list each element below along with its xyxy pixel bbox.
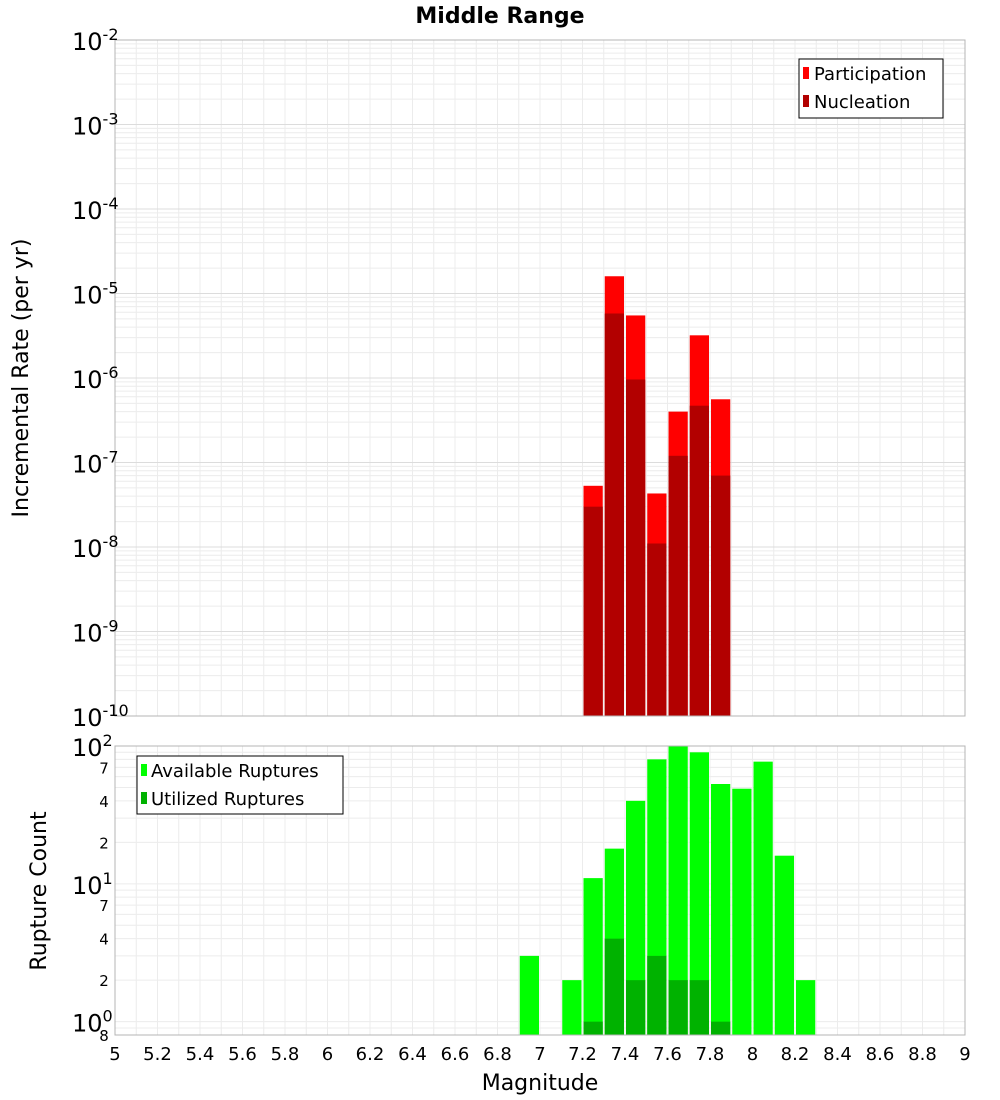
magnitude-x-tick-label: 6.6: [441, 1044, 470, 1065]
magnitude-x-tick-labels: 5 5.2 5.4 5.6 5.8 6 6.2 6.4 6.6 6.8 7 7.2 7.4 7.6 7.8 8…: [109, 1044, 970, 1065]
count-legend: Available Ruptures Utilized Ruptures: [136, 755, 344, 815]
utilized-ruptures-bar: [626, 980, 646, 1035]
rate-y-tick-label: 10-3: [72, 110, 119, 141]
available-ruptures-legend-label: Available Ruptures: [151, 761, 319, 782]
magnitude-x-tick-label: 7.8: [696, 1044, 725, 1065]
magnitude-x-tick-label: 7: [534, 1044, 545, 1065]
count-y-minor-tick-label: 7: [99, 759, 109, 777]
magnitude-x-tick-label: 5: [109, 1044, 120, 1065]
rate-y-tick-label: 10-9: [72, 617, 119, 648]
rate-y-tick-label: 10-5: [72, 279, 119, 310]
available-ruptures-bar: [583, 878, 603, 1035]
rate-y-tick-label: 10-2: [72, 25, 119, 56]
rate-y-tick-label: 10-7: [72, 448, 119, 479]
magnitude-x-tick-label: 9: [959, 1044, 970, 1065]
utilized-ruptures-bar: [711, 1021, 731, 1035]
available-ruptures-bar: [562, 980, 582, 1035]
available-ruptures-bar: [711, 784, 731, 1035]
available-ruptures-bar: [774, 855, 794, 1035]
utilized-ruptures-bar: [689, 980, 709, 1035]
rate-legend: Participation Nucleation: [798, 58, 944, 119]
utilized-ruptures-legend-swatch: [141, 792, 147, 804]
utilized-ruptures-legend-label: Utilized Ruptures: [151, 789, 304, 810]
utilized-ruptures-bars: [583, 938, 731, 1035]
magnitude-x-tick-label: 7.4: [611, 1044, 640, 1065]
available-ruptures-bar: [626, 800, 646, 1035]
count-y-minor-tick-label: 7: [99, 897, 109, 915]
available-ruptures-bar: [796, 980, 816, 1035]
magnitude-x-tick-label: 8: [747, 1044, 758, 1065]
nucleation-bars: [583, 313, 731, 716]
utilized-ruptures-bar: [583, 1021, 603, 1035]
chart-title: Middle Range: [415, 4, 584, 29]
magnitude-x-tick-label: 5.4: [186, 1044, 215, 1065]
available-ruptures-legend-swatch: [141, 764, 147, 776]
nucleation-bar: [583, 506, 603, 716]
magnitude-x-tick-label: 7.6: [653, 1044, 682, 1065]
count-y-major-tick-label: 101: [72, 869, 113, 900]
magnitude-x-axis-label: Magnitude: [482, 1071, 599, 1096]
count-y-minor-tick-label: 2: [99, 834, 109, 852]
nucleation-bar: [647, 543, 667, 716]
nucleation-bar: [711, 475, 731, 716]
available-ruptures-bar: [732, 788, 752, 1035]
available-ruptures-bar: [689, 752, 709, 1035]
available-ruptures-bar: [519, 955, 539, 1035]
magnitude-x-tick-label: 8.4: [823, 1044, 852, 1065]
rate-gridlines: [114, 40, 966, 717]
rate-plot-border: [114, 39, 966, 717]
count-plot-border: [114, 745, 966, 1036]
rate-legend-box: [798, 58, 944, 119]
rate-y-tick-label: 10-10: [72, 701, 129, 732]
count-y-major-tick-label: 100: [72, 1007, 113, 1038]
rate-y-tick-label: 10-8: [72, 532, 119, 563]
utilized-ruptures-bar: [647, 955, 667, 1035]
magnitude-x-tick-label: 6.8: [483, 1044, 512, 1065]
participation-legend-swatch: [803, 67, 809, 79]
nucleation-bar: [604, 313, 624, 716]
magnitude-x-tick-label: 5.6: [228, 1044, 257, 1065]
magnitude-x-tick-label: 6.4: [398, 1044, 427, 1065]
magnitude-x-tick-label: 5.8: [271, 1044, 300, 1065]
magnitude-x-tick-label: 6.2: [356, 1044, 385, 1065]
nucleation-legend-swatch: [803, 95, 809, 107]
nucleation-bar: [668, 455, 688, 716]
nucleation-bar: [689, 405, 709, 716]
count-legend-box: [136, 755, 344, 815]
count-y-minor-tick-label: 4: [99, 931, 109, 949]
available-ruptures-bars: [519, 746, 816, 1035]
available-ruptures-bar: [668, 746, 688, 1035]
magnitude-x-tick-label: 5.2: [143, 1044, 172, 1065]
magnitude-x-tick-label: 7.2: [568, 1044, 597, 1065]
count-y-minor-tick-label: 4: [99, 793, 109, 811]
count-y-minor-tick-label: 8: [99, 1027, 109, 1045]
count-y-axis-label: Rupture Count: [27, 811, 52, 971]
magnitude-x-tick-label: 6: [322, 1044, 333, 1065]
nucleation-bar: [626, 379, 646, 716]
rate-y-tick-label: 10-6: [72, 363, 119, 394]
available-ruptures-bar: [753, 761, 773, 1035]
rate-y-tick-label: 10-4: [72, 194, 119, 225]
count-y-tick-labels: 100 101 102 8 2 4 7 2 4 7: [72, 731, 113, 1045]
nucleation-legend-label: Nucleation: [814, 92, 910, 113]
count-y-minor-tick-label: 2: [99, 972, 109, 990]
utilized-ruptures-bar: [604, 938, 624, 1035]
magnitude-x-tick-label: 8.8: [908, 1044, 937, 1065]
participation-legend-label: Participation: [814, 64, 926, 85]
rate-panel: 10-10 10-9 10-8 10-7 10-6 10-5 10-4 10-3 10-2 Mi…: [9, 4, 966, 732]
rate-y-tick-labels: 10-10 10-9 10-8 10-7 10-6 10-5 10-4 10-3 10-2: [72, 25, 129, 732]
count-panel: 100 101 102 8 2 4 7 2 4 7 5 5.2 5.4 5.6 5.8 6 6.2 6.4 6.6…: [27, 731, 971, 1096]
magnitude-x-tick-label: 8.2: [781, 1044, 810, 1065]
magnitude-x-tick-label: 8.6: [866, 1044, 895, 1065]
count-y-major-tick-label: 102: [72, 731, 113, 762]
rate-y-axis-label: Incremental Rate (per yr): [9, 239, 34, 518]
utilized-ruptures-bar: [668, 980, 688, 1035]
